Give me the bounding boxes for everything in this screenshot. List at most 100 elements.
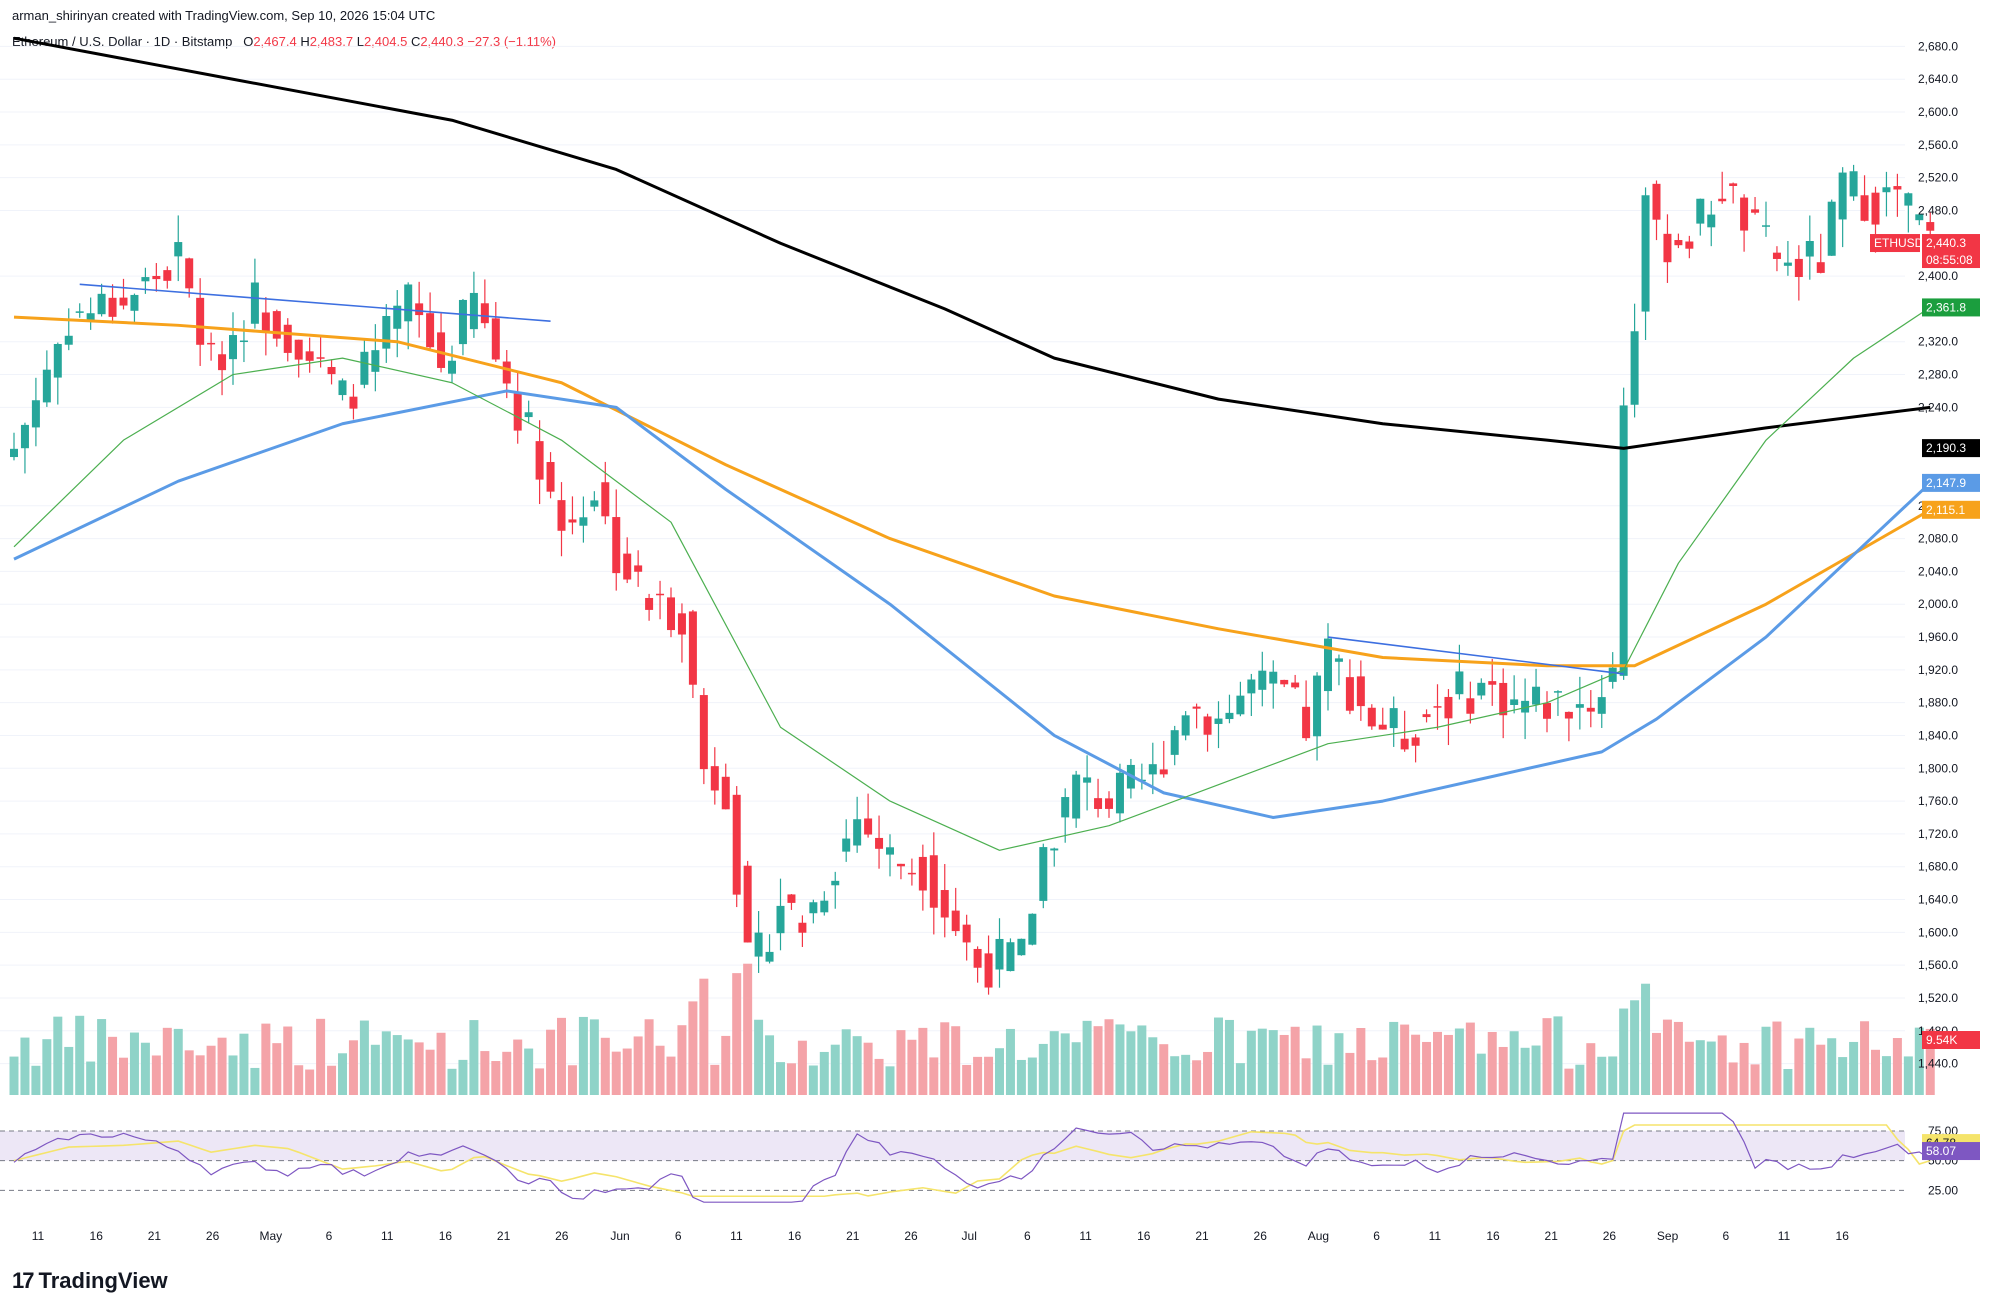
candle-body	[1334, 658, 1343, 662]
open-value: 2,467.4	[253, 34, 297, 49]
time-tick-label: 11	[381, 1229, 394, 1243]
volume-bar	[940, 1022, 950, 1095]
volume-bar	[786, 1063, 796, 1095]
trendline	[79, 283, 551, 323]
candle-body	[896, 863, 905, 867]
candle-body	[535, 441, 544, 480]
candle-body	[831, 880, 840, 886]
volume-bar	[1575, 1064, 1585, 1095]
volume-bar	[491, 1061, 501, 1095]
price-tick-label: 1,440.0	[1918, 1057, 1958, 1071]
candle-body	[382, 315, 391, 349]
volume-bar	[1739, 1042, 1749, 1095]
volume-bar	[129, 1032, 139, 1095]
volume-bar	[1356, 1028, 1366, 1095]
rsi-label-value: 58.07	[1926, 1144, 1956, 1158]
time-tick-label: 21	[846, 1229, 860, 1243]
price-label-bg	[1922, 1031, 1980, 1049]
candle-body	[798, 922, 807, 933]
candle-body	[984, 953, 993, 988]
candle-body	[239, 340, 248, 343]
candle-body	[404, 284, 413, 322]
volume-bar	[808, 1065, 818, 1095]
candle-body	[1521, 700, 1530, 713]
candle-body	[1783, 262, 1792, 266]
volume-bar	[1312, 1025, 1322, 1095]
price-labels: ETHUSD 2,440.3 08:55:08 2,361.8 2,190.3 2,147…	[1870, 234, 1980, 1161]
volume-bar	[578, 1016, 588, 1095]
volume-bar	[1717, 1035, 1727, 1095]
volume-bar	[666, 1056, 676, 1095]
volume-bar	[1794, 1038, 1804, 1095]
candle-body	[1794, 258, 1803, 278]
volume-bar	[206, 1045, 216, 1095]
volume-bar	[1378, 1057, 1388, 1095]
price-tick-label: 2,520.0	[1918, 171, 1958, 185]
volume-bar	[184, 1050, 194, 1095]
time-tick-label: 21	[148, 1229, 162, 1243]
candles	[10, 164, 1935, 995]
candle-body	[20, 424, 29, 449]
volume-bar	[1137, 1025, 1147, 1095]
volume-bar	[513, 1039, 523, 1095]
volume-bar	[973, 1056, 983, 1095]
volume-bar	[228, 1055, 238, 1095]
time-tick-label: 6	[1722, 1229, 1729, 1243]
volume-bar	[1619, 1008, 1629, 1095]
volume-bar	[119, 1057, 128, 1095]
volume-bar	[1071, 1042, 1081, 1095]
candle-body	[842, 838, 851, 852]
price-tick-label: 2,080.0	[1918, 532, 1958, 546]
candle-body	[1247, 679, 1256, 694]
candle-body	[699, 695, 708, 770]
volume-bar	[1465, 1022, 1475, 1095]
candle-body	[218, 354, 227, 371]
candle-body	[119, 297, 128, 306]
volume-bar	[1849, 1041, 1859, 1095]
candle-body	[272, 311, 281, 339]
candle-body	[1356, 676, 1365, 707]
tradingview-logo[interactable]: 17 TradingView	[12, 1268, 168, 1294]
volume-bar	[316, 1018, 326, 1095]
volume-bar	[1126, 1031, 1136, 1095]
volume-bar	[611, 1051, 621, 1095]
rsi-line	[13, 1112, 1931, 1203]
price-axis: 2,680.0 2,640.0 2,600.0 2,560.0 2,520.0 2,480…	[1918, 39, 1958, 1197]
candle-body	[305, 351, 314, 361]
time-tick-label: 11	[1429, 1229, 1442, 1243]
close-label: C	[410, 34, 421, 49]
price-label-value: 2,361.8	[1926, 300, 1966, 314]
volume-bar	[524, 1048, 534, 1095]
candle-body	[31, 400, 40, 428]
candle-body	[667, 597, 675, 631]
candle-body	[86, 313, 95, 321]
candle-body	[1904, 193, 1913, 206]
symbol-tag-bg	[1870, 234, 1920, 253]
volume-bar	[1345, 1052, 1355, 1095]
candle-body	[656, 593, 665, 596]
volume-bar	[162, 1027, 172, 1095]
volume-bar	[283, 1026, 293, 1095]
volume-bar	[9, 1056, 19, 1095]
volume-bar	[1520, 1047, 1530, 1095]
candle-body	[1586, 707, 1595, 712]
candle-body	[1203, 716, 1212, 735]
rsi-panel	[0, 1112, 1931, 1203]
volume-bar	[1214, 1017, 1223, 1095]
moving-average-line	[13, 389, 1932, 819]
candle-body	[502, 361, 511, 384]
candle-body	[1762, 225, 1770, 227]
candle-body	[1017, 938, 1026, 956]
volume-bar	[1038, 1043, 1048, 1095]
volume-bar	[1531, 1045, 1541, 1095]
candle-body	[185, 258, 194, 289]
volume-bar	[1509, 1031, 1519, 1095]
price-label-value: 2,115.1	[1926, 503, 1965, 517]
candle-body	[645, 597, 654, 610]
volume-bar	[108, 1036, 118, 1095]
price-tick-label: 2,280.0	[1918, 368, 1958, 382]
volume-bar	[403, 1039, 413, 1095]
candle-body	[426, 313, 435, 348]
time-tick-label: Jul	[962, 1229, 977, 1243]
